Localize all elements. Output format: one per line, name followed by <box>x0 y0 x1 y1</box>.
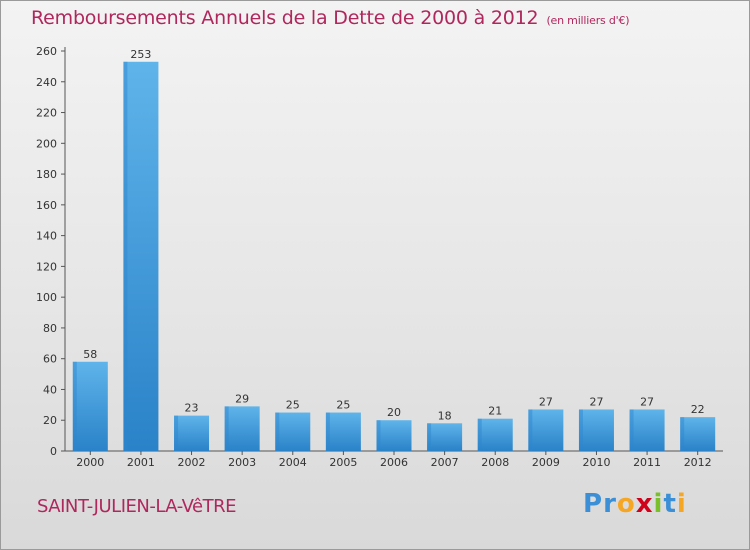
bar-value-label: 253 <box>130 48 151 61</box>
x-tick-label: 2011 <box>633 456 661 469</box>
y-tick-label: 180 <box>36 168 57 181</box>
y-tick-label: 40 <box>43 383 57 396</box>
bar <box>528 409 564 451</box>
bar-edge <box>427 423 432 451</box>
x-tick-label: 2008 <box>481 456 509 469</box>
bar-value-label: 23 <box>185 402 199 415</box>
x-tick-label: 2002 <box>178 456 206 469</box>
bar <box>578 409 614 451</box>
y-tick-label: 80 <box>43 322 57 335</box>
chart-title-text: Remboursements Annuels de la Dette de 20… <box>31 7 539 29</box>
bar-edge <box>224 406 229 451</box>
bar-edge <box>325 412 330 451</box>
bar <box>224 406 260 451</box>
y-tick-label: 160 <box>36 199 57 212</box>
bar-edge <box>629 409 634 451</box>
logo-letter: o <box>616 489 636 519</box>
bar <box>629 409 665 451</box>
bar-edge <box>174 415 179 451</box>
logo-letter: P <box>583 489 604 519</box>
bar-edge <box>528 409 533 451</box>
x-tick-label: 2003 <box>228 456 256 469</box>
y-tick-label: 20 <box>43 414 57 427</box>
bar-value-label: 58 <box>83 348 97 361</box>
commune-name: SAINT-JULIEN-LA-VêTRE <box>37 496 237 517</box>
bar <box>477 418 513 451</box>
logo-letter: t <box>663 489 677 519</box>
bar <box>680 417 716 451</box>
bar-edge <box>275 412 280 451</box>
bar-value-label: 27 <box>640 395 654 408</box>
x-tick-label: 2005 <box>329 456 357 469</box>
y-tick-label: 0 <box>50 445 57 458</box>
y-tick-label: 100 <box>36 291 57 304</box>
y-tick-label: 220 <box>36 107 57 120</box>
bar-value-label: 21 <box>488 405 502 418</box>
y-tick-label: 140 <box>36 230 57 243</box>
bar-edge <box>477 418 482 451</box>
x-tick-label: 2006 <box>380 456 408 469</box>
chart-subtitle: (en milliers d'€) <box>546 14 630 27</box>
y-tick-label: 60 <box>43 353 57 366</box>
bar-value-label: 25 <box>286 399 300 412</box>
bar <box>174 415 210 451</box>
x-tick-label: 2001 <box>127 456 155 469</box>
bar-edge <box>72 361 77 451</box>
bar-edge <box>578 409 583 451</box>
y-tick-label: 260 <box>36 45 57 58</box>
bar-edge <box>376 420 381 451</box>
bar-value-label: 27 <box>539 395 553 408</box>
chart-title: Remboursements Annuels de la Dette de 20… <box>31 7 630 29</box>
bar-edge <box>680 417 685 451</box>
x-tick-label: 2009 <box>532 456 560 469</box>
bar-value-label: 22 <box>691 403 705 416</box>
bar-value-label: 18 <box>438 409 452 422</box>
y-tick-label: 120 <box>36 260 57 273</box>
logo-letter: i <box>676 489 687 519</box>
x-tick-label: 2012 <box>684 456 712 469</box>
bar-value-label: 20 <box>387 406 401 419</box>
logo-letter: i <box>653 489 664 519</box>
logo-letter: r <box>603 489 617 519</box>
x-tick-label: 2010 <box>582 456 610 469</box>
bar <box>427 423 463 451</box>
bar-value-label: 25 <box>336 399 350 412</box>
logo-letter: x <box>635 489 654 519</box>
x-tick-label: 2007 <box>431 456 459 469</box>
y-tick-label: 240 <box>36 76 57 89</box>
bar-value-label: 29 <box>235 392 249 405</box>
bar <box>275 412 311 451</box>
bar <box>123 61 159 452</box>
bar-edge <box>123 61 128 452</box>
bar <box>325 412 361 451</box>
bar <box>72 361 108 451</box>
bar <box>376 420 412 451</box>
proxiti-logo[interactable]: Proxiti <box>583 489 687 519</box>
x-tick-label: 2000 <box>76 456 104 469</box>
bar-value-label: 27 <box>589 395 603 408</box>
y-tick-label: 200 <box>36 137 57 150</box>
x-tick-label: 2004 <box>279 456 307 469</box>
